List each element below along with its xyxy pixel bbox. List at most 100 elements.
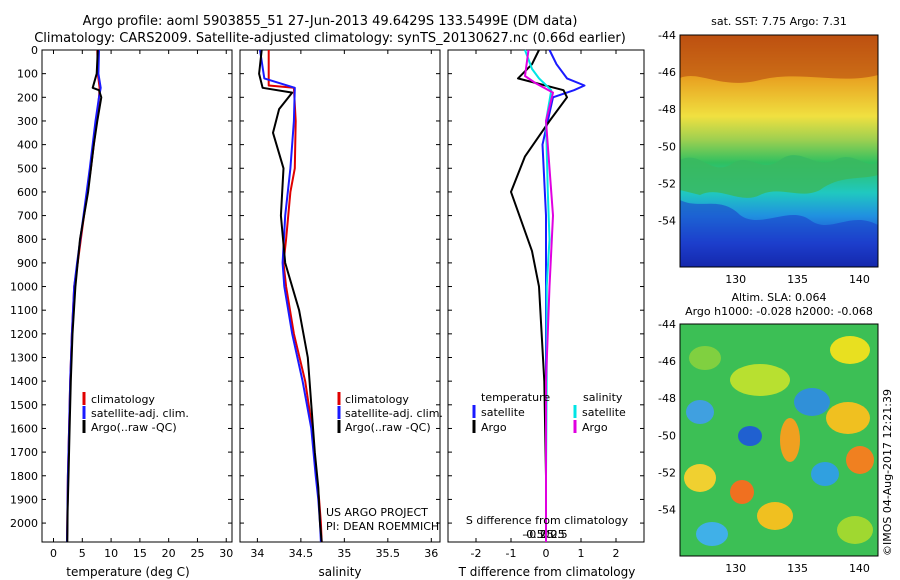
sla-map-title: Altim. SLA: 0.064: [731, 291, 826, 304]
map-x-tick-label: 135: [787, 273, 808, 286]
salinity-xlabel: salinity: [318, 565, 361, 579]
map-y-tick-label: -46: [658, 66, 676, 79]
sst-map-cold-water: [680, 200, 878, 267]
map-y-tick-label: -50: [658, 140, 676, 153]
sla-blob: [686, 400, 714, 424]
legend-label-satellite: satellite-adj. clim.: [345, 407, 443, 420]
legend-label-argo: Argo(..raw -QC): [345, 421, 431, 434]
credit-pi: PI: DEAN ROEMMICH: [326, 520, 439, 533]
x-tick-label: 2: [613, 547, 620, 560]
salinity-plot-frame: [239, 49, 441, 543]
map-y-tick-label: -50: [658, 429, 676, 442]
y-tick-label: 1200: [10, 328, 38, 341]
sla-map-subtitle: Argo h1000: -0.028 h2000: -0.068: [685, 305, 873, 318]
sla-blob: [780, 418, 800, 462]
x-tick-label: 34: [250, 547, 264, 560]
sst-map-title: sat. SST: 7.75 Argo: 7.31: [711, 15, 847, 28]
difference-xlabel-salinity: S difference from climatology: [466, 514, 629, 527]
difference-xlabel: T difference from climatology: [458, 565, 636, 579]
x-tick-label: 34.5: [289, 547, 314, 560]
sla-blob: [826, 402, 870, 434]
sla-blob: [730, 480, 754, 504]
map-y-tick-label: -44: [658, 29, 676, 42]
s-tick-label: -0.5: [522, 528, 543, 541]
y-tick-label: 1600: [10, 422, 38, 435]
credit-project: US ARGO PROJECT: [326, 506, 428, 519]
series-line-argo_salinity: [524, 49, 554, 542]
header-line-1: Argo profile: aoml 5903855_51 27-Jun-201…: [83, 14, 578, 29]
legend-label-t-argo: Argo: [481, 421, 507, 434]
imos-stamp: ©IMOS 04-Aug-2017 12:21:39: [881, 389, 894, 556]
x-tick-label: 35.5: [376, 547, 401, 560]
sla-blob: [830, 336, 870, 364]
sla-blob: [738, 426, 762, 446]
y-tick-label: 600: [17, 186, 38, 199]
map-x-tick-label: 130: [725, 273, 746, 286]
series-line-argo: [510, 49, 568, 542]
y-tick-label: 1800: [10, 470, 38, 483]
legend-label-s-argo: Argo: [582, 421, 608, 434]
salinity-legend: climatology satellite-adj. clim. Argo(..…: [337, 392, 443, 434]
temperature-xlabel: temperature (deg C): [66, 565, 189, 579]
y-tick-label: 1000: [10, 281, 38, 294]
legend-label-argo: Argo(..raw -QC): [91, 421, 177, 434]
sla-blob: [684, 464, 716, 492]
series-line-satellite: [259, 49, 322, 543]
map-y-tick-label: -52: [658, 177, 676, 190]
x-tick-label: 1: [578, 547, 585, 560]
sla-blob: [689, 346, 721, 370]
sla-blob: [846, 446, 874, 474]
map-y-tick-label: -44: [658, 318, 676, 331]
y-tick-label: 2000: [10, 517, 38, 530]
x-tick-label: 35: [337, 547, 351, 560]
sla-blob: [837, 516, 873, 544]
sla-blob: [794, 388, 830, 416]
x-tick-label: 0: [543, 547, 550, 560]
x-tick-label: 15: [133, 547, 147, 560]
y-tick-label: 800: [17, 233, 38, 246]
x-tick-label: 5: [79, 547, 86, 560]
map-y-tick-label: -48: [658, 392, 676, 405]
legend-title-salinity: salinity: [583, 391, 623, 404]
x-tick-label: -2: [471, 547, 482, 560]
legend-label-climatology: climatology: [91, 393, 155, 406]
sst-map-front: [680, 155, 878, 198]
sla-blob: [757, 502, 793, 530]
y-tick-label: 1300: [10, 352, 38, 365]
y-tick-label: 1100: [10, 304, 38, 317]
x-tick-label: 20: [162, 547, 176, 560]
y-tick-label: 1400: [10, 375, 38, 388]
sla-map-frame: [679, 323, 879, 557]
temperature-legend: climatology satellite-adj. clim. Argo(..…: [82, 392, 189, 434]
y-tick-label: 400: [17, 139, 38, 152]
sst-map-frame: [679, 34, 879, 268]
y-tick-label: 900: [17, 257, 38, 270]
map-x-tick-label: 140: [849, 273, 870, 286]
map-x-tick-label: 140: [849, 562, 870, 575]
map-y-tick-label: -48: [658, 103, 676, 116]
map-y-tick-label: -52: [658, 466, 676, 479]
sst-map-warm-water: [680, 35, 878, 83]
s-tick-label: 0.5: [550, 528, 568, 541]
difference-legend: temperature salinity satellite Argo sate…: [472, 391, 626, 434]
y-tick-label: 1500: [10, 399, 38, 412]
x-tick-label: 0: [50, 547, 57, 560]
legend-label-satellite: satellite-adj. clim.: [91, 407, 189, 420]
y-tick-label: 300: [17, 115, 38, 128]
x-tick-label: 36: [424, 547, 438, 560]
sla-map-image: [679, 323, 879, 557]
x-tick-label: 30: [219, 547, 233, 560]
series-line-argo: [66, 49, 103, 543]
map-y-tick-label: -54: [658, 215, 676, 228]
y-tick-label: 700: [17, 210, 38, 223]
series-line-argo: [258, 49, 323, 543]
x-tick-label: -1: [506, 547, 517, 560]
sst-map-image: [679, 34, 879, 268]
map-x-tick-label: 130: [725, 562, 746, 575]
x-tick-label: 25: [190, 547, 204, 560]
temperature-plot-frame: [41, 49, 233, 543]
y-tick-label: 100: [17, 68, 38, 81]
map-y-tick-label: -54: [658, 504, 676, 517]
header-line-2: Climatology: CARS2009. Satellite-adjuste…: [34, 31, 626, 46]
x-tick-label: 10: [104, 547, 118, 560]
